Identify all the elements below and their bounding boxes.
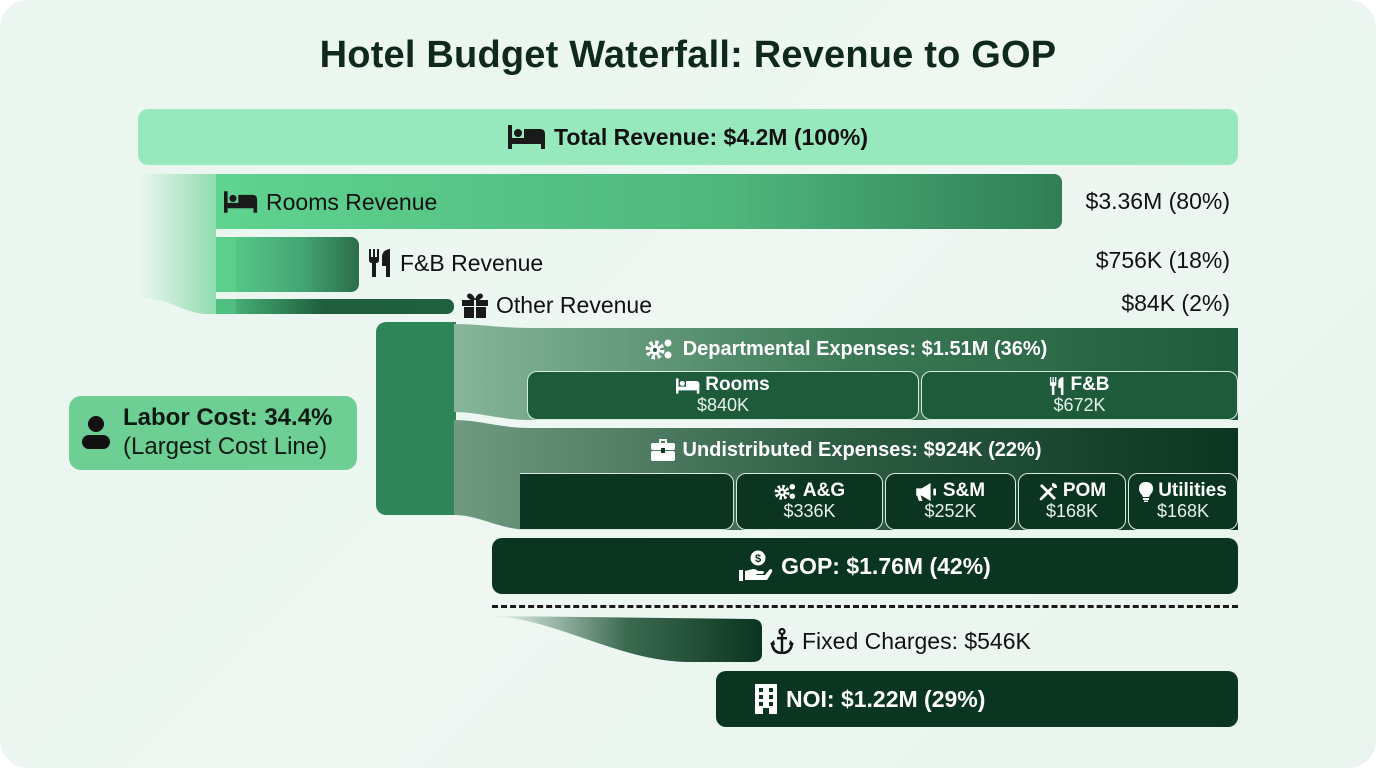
rooms-revenue-value: $3.36M (80%): [1085, 188, 1230, 214]
und-utilities-heading: Utilities: [1139, 480, 1227, 502]
tools-icon: [1039, 482, 1057, 500]
gop-label-wrap: $ GOP: $1.76M (42%): [739, 550, 991, 582]
fb-revenue-label: F&B Revenue: [400, 249, 544, 276]
undistributed-expenses-header[interactable]: Undistributed Expenses: $924K (22%): [454, 433, 1238, 467]
dept-fb-heading: F&B: [1049, 374, 1110, 396]
noi-label: NOI: $1.22M (29%): [786, 685, 986, 712]
und-sm-label: S&M: [942, 480, 986, 502]
total-revenue-label-wrap: Total Revenue: $4.2M (100%): [507, 123, 868, 151]
und-sm-heading: S&M: [916, 480, 986, 502]
other-revenue-bar: [216, 299, 454, 314]
utensils-icon: [1050, 376, 1064, 395]
page-title: Hotel Budget Waterfall: Revenue to GOP: [319, 34, 1057, 76]
gop-bar[interactable]: $ GOP: $1.76M (42%): [492, 538, 1238, 594]
svg-text:$: $: [755, 553, 761, 565]
dept-rooms-value: $840K: [696, 395, 750, 416]
other-revenue-label-wrap: Other Revenue: [462, 289, 652, 321]
lightbulb-icon: [1139, 481, 1154, 502]
dept-fb-label: F&B: [1070, 374, 1110, 396]
departmental-expenses-header[interactable]: Departmental Expenses: $1.51M (36%): [454, 332, 1238, 366]
undistributed-expenses-label: Undistributed Expenses: $924K (22%): [682, 438, 1042, 461]
bed-icon: [507, 125, 545, 149]
dept-rooms-heading: Rooms: [676, 374, 770, 396]
und-pom-box[interactable]: POM $168K: [1018, 473, 1126, 530]
bed-icon: [224, 191, 258, 213]
dept-fb-box[interactable]: F&B $672K: [921, 371, 1238, 420]
und-pom-heading: POM: [1038, 480, 1107, 502]
undistributed-filler: [520, 473, 734, 530]
und-ag-label: A&G: [802, 480, 846, 502]
total-revenue-label: Total Revenue: $4.2M (100%): [553, 123, 868, 150]
bed-icon: [676, 378, 700, 394]
other-revenue-label: Other Revenue: [496, 291, 652, 318]
gears-icon: [774, 484, 795, 500]
fb-revenue-value: $756K (18%): [1095, 247, 1230, 273]
fb-revenue-bar: [216, 237, 359, 292]
building-icon: [755, 684, 777, 714]
dept-rooms-box[interactable]: Rooms $840K: [527, 371, 919, 420]
labor-cost-line1: Labor Cost: 34.4%: [123, 404, 333, 432]
und-ag-box[interactable]: A&G $336K: [736, 473, 883, 530]
divider-line: [492, 605, 1238, 608]
rooms-revenue-label-wrap: Rooms Revenue: [224, 184, 437, 220]
und-utilities-value: $168K: [1156, 501, 1210, 522]
noi-label-wrap: NOI: $1.22M (29%): [754, 684, 985, 714]
fb-revenue-label-wrap: F&B Revenue: [368, 245, 543, 281]
rooms-revenue-label: Rooms Revenue: [266, 188, 438, 215]
briefcase-icon: [650, 439, 675, 461]
und-pom-label: POM: [1062, 480, 1107, 502]
dept-fb-value: $672K: [1053, 395, 1106, 416]
und-sm-box[interactable]: S&M $252K: [885, 473, 1016, 530]
departmental-expenses-label: Departmental Expenses: $1.51M (36%): [682, 337, 1048, 360]
gop-label: GOP: $1.76M (42%): [781, 552, 991, 579]
und-sm-value: $252K: [924, 501, 977, 522]
rooms-revenue-bar: [216, 174, 1062, 229]
noi-bar[interactable]: NOI: $1.22M (29%): [716, 671, 1238, 727]
other-revenue-value: $84K (2%): [1121, 290, 1230, 316]
und-utilities-label: Utilities: [1158, 480, 1227, 502]
und-utilities-box[interactable]: Utilities $168K: [1128, 473, 1238, 530]
labor-cost-line2: (Largest Cost Line): [123, 433, 328, 460]
fixed-charges-label: Fixed Charges: $546K: [802, 627, 1031, 654]
labor-cost-callout: Labor Cost: 34.4% (Largest Cost Line): [69, 396, 357, 470]
und-ag-heading: A&G: [774, 480, 846, 502]
hand-dollar-icon: $: [739, 550, 773, 581]
dept-rooms-label: Rooms: [705, 374, 770, 396]
gift-icon: [462, 293, 488, 318]
utensils-icon: [369, 249, 390, 277]
und-ag-value: $336K: [783, 501, 836, 522]
flow-fixed-charges: [493, 616, 762, 662]
megaphone-icon: [916, 482, 936, 501]
und-pom-value: $168K: [1045, 501, 1099, 522]
person-icon: [82, 416, 110, 449]
anchor-icon: [770, 628, 794, 654]
fixed-charges-label-wrap: Fixed Charges: $546K: [770, 624, 1031, 658]
gears-icon: [645, 339, 672, 360]
total-revenue-bar[interactable]: Total Revenue: $4.2M (100%): [138, 109, 1238, 165]
flow-total-to-breakdown: [140, 174, 216, 314]
